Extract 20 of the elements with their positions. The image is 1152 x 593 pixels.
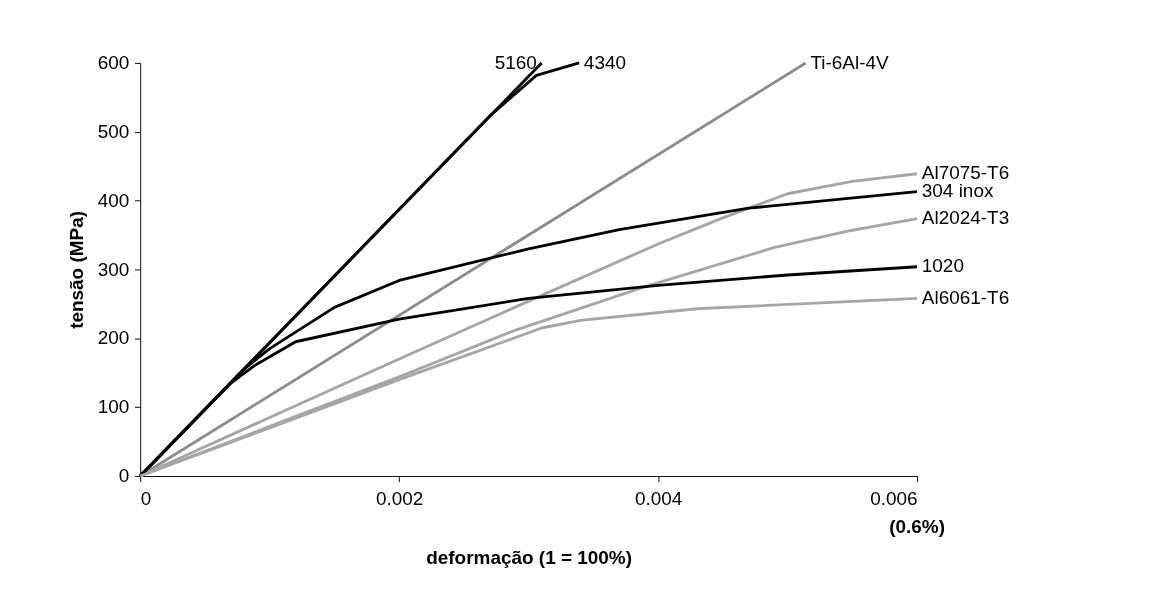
- x-tick-label: 0.004: [634, 487, 683, 509]
- y-tick-label: 400: [97, 189, 130, 211]
- y-tick-label: 600: [97, 52, 130, 74]
- series-label: 4340: [583, 51, 626, 73]
- y-tick-label: 300: [97, 258, 130, 280]
- series-label: Ti-6Al-4V: [810, 51, 890, 73]
- y-tick-label: 100: [97, 396, 130, 418]
- x-tick-label: 0: [140, 487, 152, 509]
- text: (0.6%): [889, 515, 945, 537]
- series-label: 5160: [494, 51, 537, 73]
- y-tick-label: 500: [97, 120, 130, 142]
- series-label: Al6061-T6: [921, 287, 1010, 309]
- x-tick-label: 0.006: [870, 487, 918, 509]
- y-axis-title: tensão (MPa): [65, 211, 87, 329]
- x-tick-label: 0.002: [375, 487, 424, 509]
- y-tick-label: 200: [97, 327, 130, 349]
- series-label: Al2024-T3: [921, 207, 1010, 229]
- series-label: 1020: [921, 255, 964, 277]
- y-tick-label: 0: [118, 465, 130, 487]
- x-axis-title: deformação (1 = 100%): [426, 546, 632, 568]
